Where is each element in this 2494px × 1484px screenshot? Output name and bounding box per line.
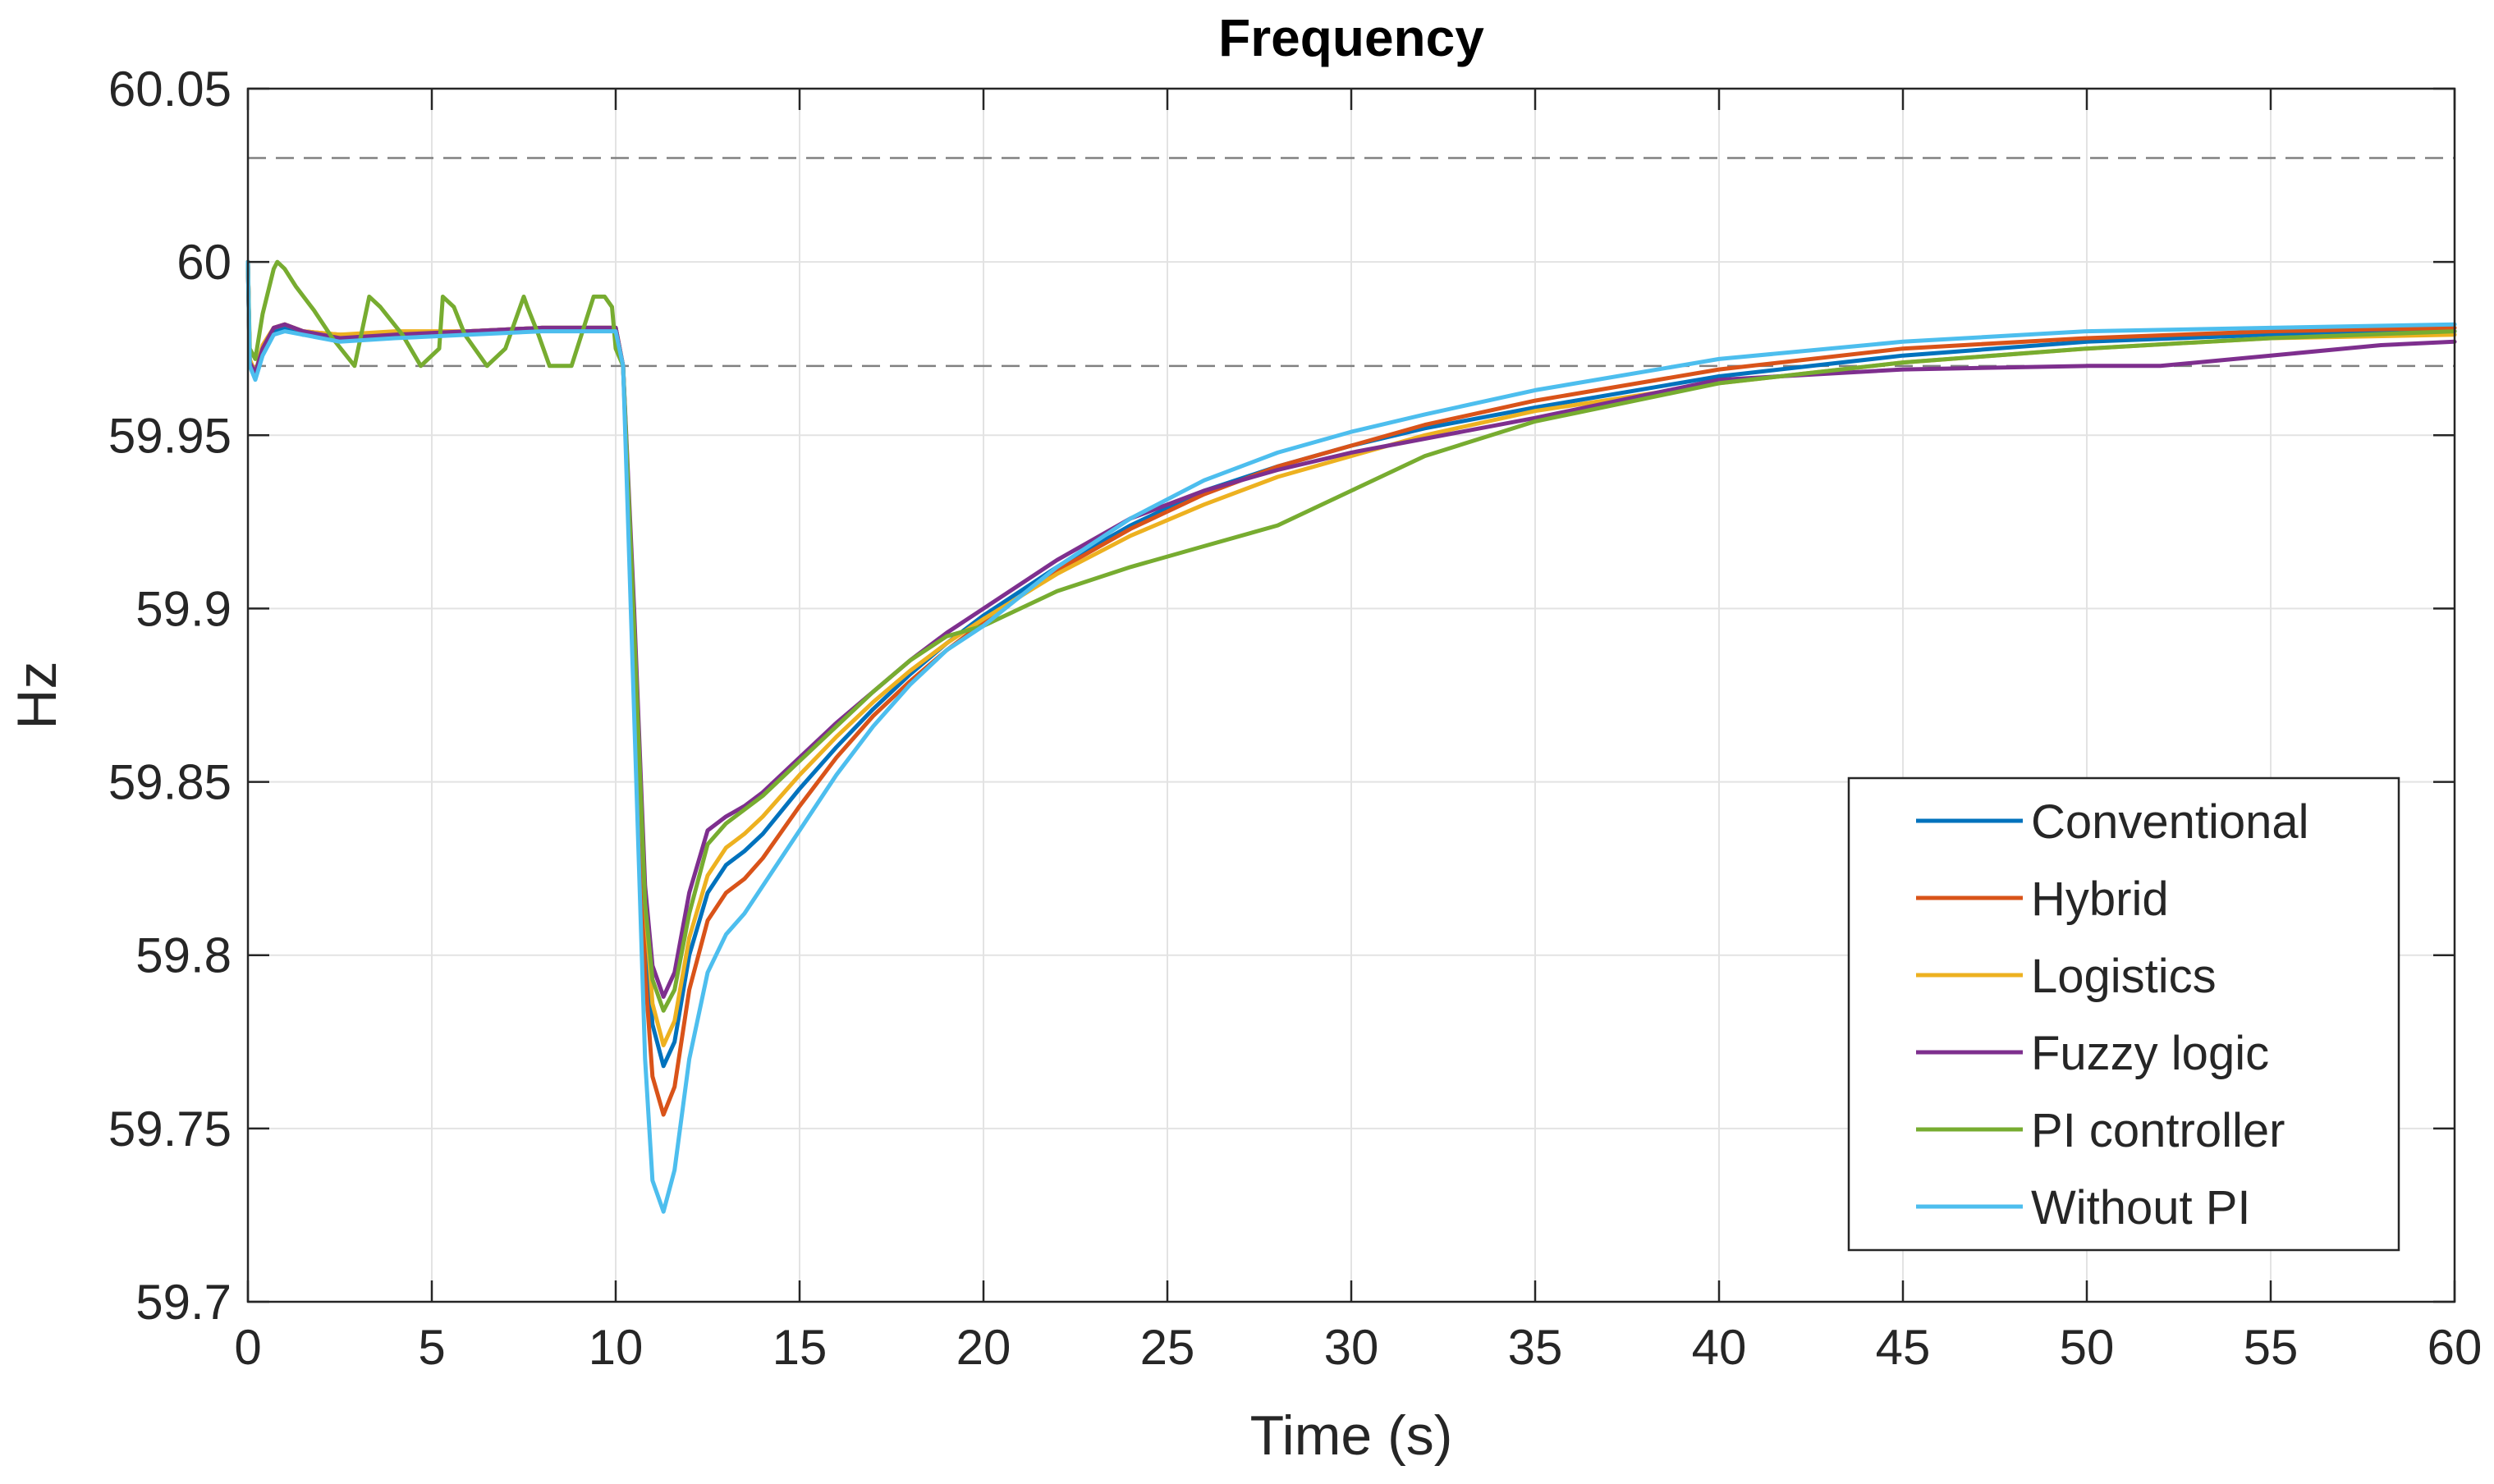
y-tick-label: 59.75 <box>108 1102 232 1157</box>
reference-lines <box>248 157 2455 368</box>
x-tick-label: 15 <box>772 1320 828 1375</box>
x-tick-label: 5 <box>418 1320 445 1375</box>
x-tick-label: 35 <box>1508 1320 1563 1375</box>
legend-label: PI controller <box>2031 1104 2285 1157</box>
legend: Conventional Hybrid Logistics Fuzzy logic PI… <box>1847 776 2400 1252</box>
y-tick-label: 59.9 <box>135 581 232 636</box>
series-lines <box>245 259 2457 1214</box>
y-tick-label: 59.7 <box>135 1275 232 1330</box>
y-tick-label: 59.95 <box>108 408 232 463</box>
x-tick-label: 0 <box>234 1320 261 1375</box>
x-tick-label: 55 <box>2244 1320 2299 1375</box>
x-axis-label: Time (s) <box>1250 1404 1453 1467</box>
legend-label: Conventional <box>2031 795 2309 849</box>
x-tick-label: 50 <box>2060 1320 2115 1375</box>
legend-label: Fuzzy logic <box>2031 1027 2269 1080</box>
x-tick-label: 30 <box>1324 1320 1379 1375</box>
series-line-without-pi <box>245 259 2457 1214</box>
x-tick-label: 60 <box>2428 1320 2483 1375</box>
y-tick-label: 59.8 <box>135 928 232 983</box>
series-line-pi-controller <box>245 259 2457 1013</box>
ticks: 0 5 10 15 20 25 30 35 40 45 50 55 60 59.7 59.75 59.8 59.… <box>108 62 2483 1375</box>
legend-label: Hybrid <box>2031 873 2169 926</box>
y-axis-label: Hz <box>6 661 68 729</box>
x-tick-label: 45 <box>1876 1320 1931 1375</box>
x-tick-label: 10 <box>589 1320 644 1375</box>
x-tick-label: 20 <box>956 1320 1011 1375</box>
x-tick-label: 40 <box>1692 1320 1747 1375</box>
y-tick-label: 60 <box>177 235 232 290</box>
legend-label: Logistics <box>2031 950 2217 1003</box>
chart-title: Frequency <box>1218 8 1484 67</box>
legend-label: Without PI <box>2031 1181 2251 1234</box>
y-tick-label: 59.85 <box>108 755 232 810</box>
y-tick-label: 60.05 <box>108 62 232 117</box>
series-line-fuzzy-logic <box>245 259 2457 999</box>
x-tick-label: 25 <box>1140 1320 1195 1375</box>
legend-box <box>1847 776 2400 1252</box>
